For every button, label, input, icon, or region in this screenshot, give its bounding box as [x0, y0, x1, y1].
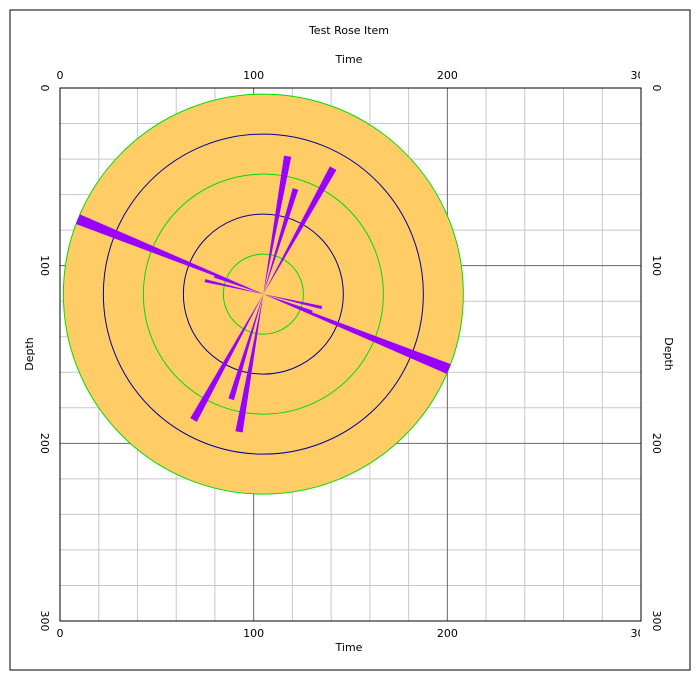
rose-petal [263, 155, 292, 295]
rose-petal [214, 275, 264, 295]
rose-petal [263, 188, 299, 295]
y-tick-label: 0 [38, 85, 51, 92]
rose-petal [263, 166, 337, 295]
x-tick-label: 300 [631, 69, 652, 82]
x-tick-label: 200 [437, 69, 458, 82]
rose-petal [204, 279, 264, 295]
chart-title: Test Rose Item [308, 24, 389, 37]
rose-ring [102, 133, 424, 455]
y-tick-label: 200 [38, 433, 51, 454]
y-tick-label: 0 [650, 85, 663, 92]
y-axis-title-left: Depth [23, 337, 36, 371]
rose-petal [228, 294, 264, 401]
rose-ring [182, 213, 344, 375]
rose-petal [263, 294, 451, 374]
y-tick-label: 100 [650, 255, 663, 276]
rose-ring [62, 93, 464, 495]
x-tick-label: 300 [631, 627, 652, 640]
y-tick-label: 200 [650, 433, 663, 454]
y-axis-title-right: Depth [662, 337, 675, 371]
rose-ring [222, 253, 304, 335]
rose-ring [142, 173, 384, 415]
x-tick-label: 100 [243, 69, 264, 82]
x-axis-title-bottom: Time [335, 641, 363, 654]
plot-border [59, 87, 642, 622]
rose-petal [76, 214, 264, 295]
rose-petal [263, 294, 313, 314]
y-tick-label: 300 [38, 611, 51, 632]
x-axis-title-top: Time [335, 53, 363, 66]
y-tick-label: 100 [38, 255, 51, 276]
rose-petal [235, 294, 264, 433]
x-tick-label: 0 [57, 627, 64, 640]
rose-petal [190, 294, 264, 422]
x-tick-label: 100 [243, 627, 264, 640]
y-tick-label: 300 [650, 611, 663, 632]
rose-petal [263, 294, 323, 310]
x-tick-label: 200 [437, 627, 458, 640]
x-tick-label: 0 [57, 69, 64, 82]
